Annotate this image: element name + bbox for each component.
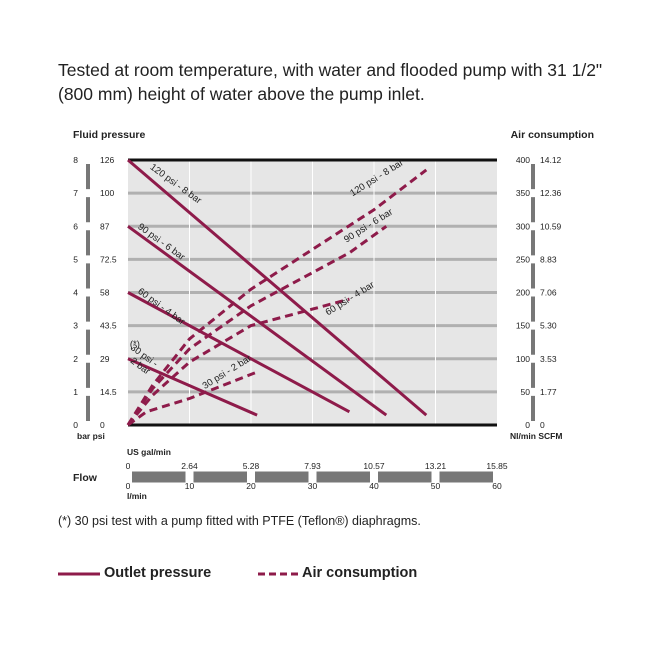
y-right-tick-scfm: 8.83 [540, 254, 557, 264]
x-usgal-title: US gal/min [127, 447, 171, 457]
curve-label: (*) [130, 339, 140, 350]
y-right-tick-nl: 100 [516, 354, 530, 364]
x-tick-usgal: 5.28 [243, 461, 260, 471]
y-left-tick-psi: 126 [100, 155, 114, 165]
outlet-pressure-curve [127, 291, 351, 414]
x-tick-usgal: 2.64 [181, 461, 198, 471]
outlet-pressure-curve [127, 357, 258, 417]
y-left-title: Fluid pressure [73, 129, 146, 141]
y-left-tick-bar: 0 [73, 420, 78, 430]
x-tick-usgal: 13.21 [425, 461, 447, 471]
y-left-tick-psi: 58 [100, 288, 110, 298]
x-tick-lmin: 60 [492, 481, 502, 491]
legend-air-label: Air consumption [302, 565, 418, 581]
y-right-tick-nl: 300 [516, 221, 530, 231]
legend-air-swatch [258, 572, 300, 576]
outlet-pressure-curve [127, 225, 388, 417]
legend-outlet: Outlet pressure [58, 565, 211, 581]
y-right-tick-scfm: 0 [540, 420, 545, 430]
y-left-tick-bar: 3 [73, 321, 78, 331]
y-right-tick-scfm: 1.77 [540, 387, 557, 397]
x-tick-lmin: 0 [126, 481, 131, 491]
intro-text: Tested at room temperature, with water a… [58, 60, 603, 104]
y-left-tick-bar: 2 [73, 354, 78, 364]
y-left-tick-psi: 0 [100, 420, 105, 430]
x-tick-lmin: 30 [308, 481, 318, 491]
legend-outlet-swatch [58, 572, 100, 576]
y-left-tick-psi: 14.5 [100, 387, 117, 397]
air-consumption-curve [126, 168, 428, 426]
y-right-tick-nl: 50 [521, 387, 531, 397]
air-consumption-curve [126, 297, 350, 426]
y-right-units: Nl/min SCFM [510, 431, 562, 441]
y-left-tick-psi: 29 [100, 354, 110, 364]
x-tick-usgal: 0 [126, 461, 131, 471]
y-left-tick-bar: 6 [73, 221, 78, 231]
air-consumption-curve [126, 225, 388, 426]
y-left-tick-psi: 43.5 [100, 321, 117, 331]
y-left-tick-bar: 4 [73, 288, 78, 298]
x-flow-title: Flow [73, 472, 98, 484]
x-tick-lmin: 40 [369, 481, 379, 491]
air-consumption-curve [127, 370, 258, 427]
y-right-tick-nl: 200 [516, 288, 530, 298]
y-left-tick-psi: 72.5 [100, 254, 117, 264]
x-tick-lmin: 20 [246, 481, 256, 491]
y-right-tick-scfm: 3.53 [540, 354, 557, 364]
y-right-tick-scfm: 14.12 [540, 155, 562, 165]
y-right-tick-scfm: 7.06 [540, 288, 557, 298]
y-right-tick-nl: 0 [525, 420, 530, 430]
y-left-tick-bar: 7 [73, 188, 78, 198]
x-lmin-title: l/min [127, 491, 147, 501]
y-left-tick-psi: 100 [100, 188, 114, 198]
y-left-tick-bar: 5 [73, 254, 78, 264]
x-tick-usgal: 10.57 [363, 461, 385, 471]
y-left-tick-psi: 87 [100, 221, 110, 231]
footnote: (*) 30 psi test with a pump fitted with … [58, 514, 421, 528]
y-right-title: Air consumption [511, 129, 594, 141]
x-tick-usgal: 7.93 [304, 461, 321, 471]
y-right-tick-nl: 400 [516, 155, 530, 165]
y-left-tick-bar: 1 [73, 387, 78, 397]
y-right-tick-nl: 150 [516, 321, 530, 331]
x-tick-lmin: 50 [431, 481, 441, 491]
x-tick-lmin: 10 [185, 481, 195, 491]
y-right-tick-nl: 350 [516, 188, 530, 198]
y-right-tick-scfm: 5.30 [540, 321, 557, 331]
x-tick-usgal: 15.85 [486, 461, 508, 471]
y-right-tick-nl: 250 [516, 254, 530, 264]
legend-outlet-label: Outlet pressure [104, 565, 212, 581]
y-right-tick-scfm: 12.36 [540, 188, 562, 198]
legend-air: Air consumption [258, 565, 417, 581]
y-right-tick-scfm: 10.59 [540, 221, 562, 231]
y-left-units: bar psi [77, 431, 105, 441]
y-left-tick-bar: 8 [73, 155, 78, 165]
outlet-pressure-curve [127, 158, 428, 417]
